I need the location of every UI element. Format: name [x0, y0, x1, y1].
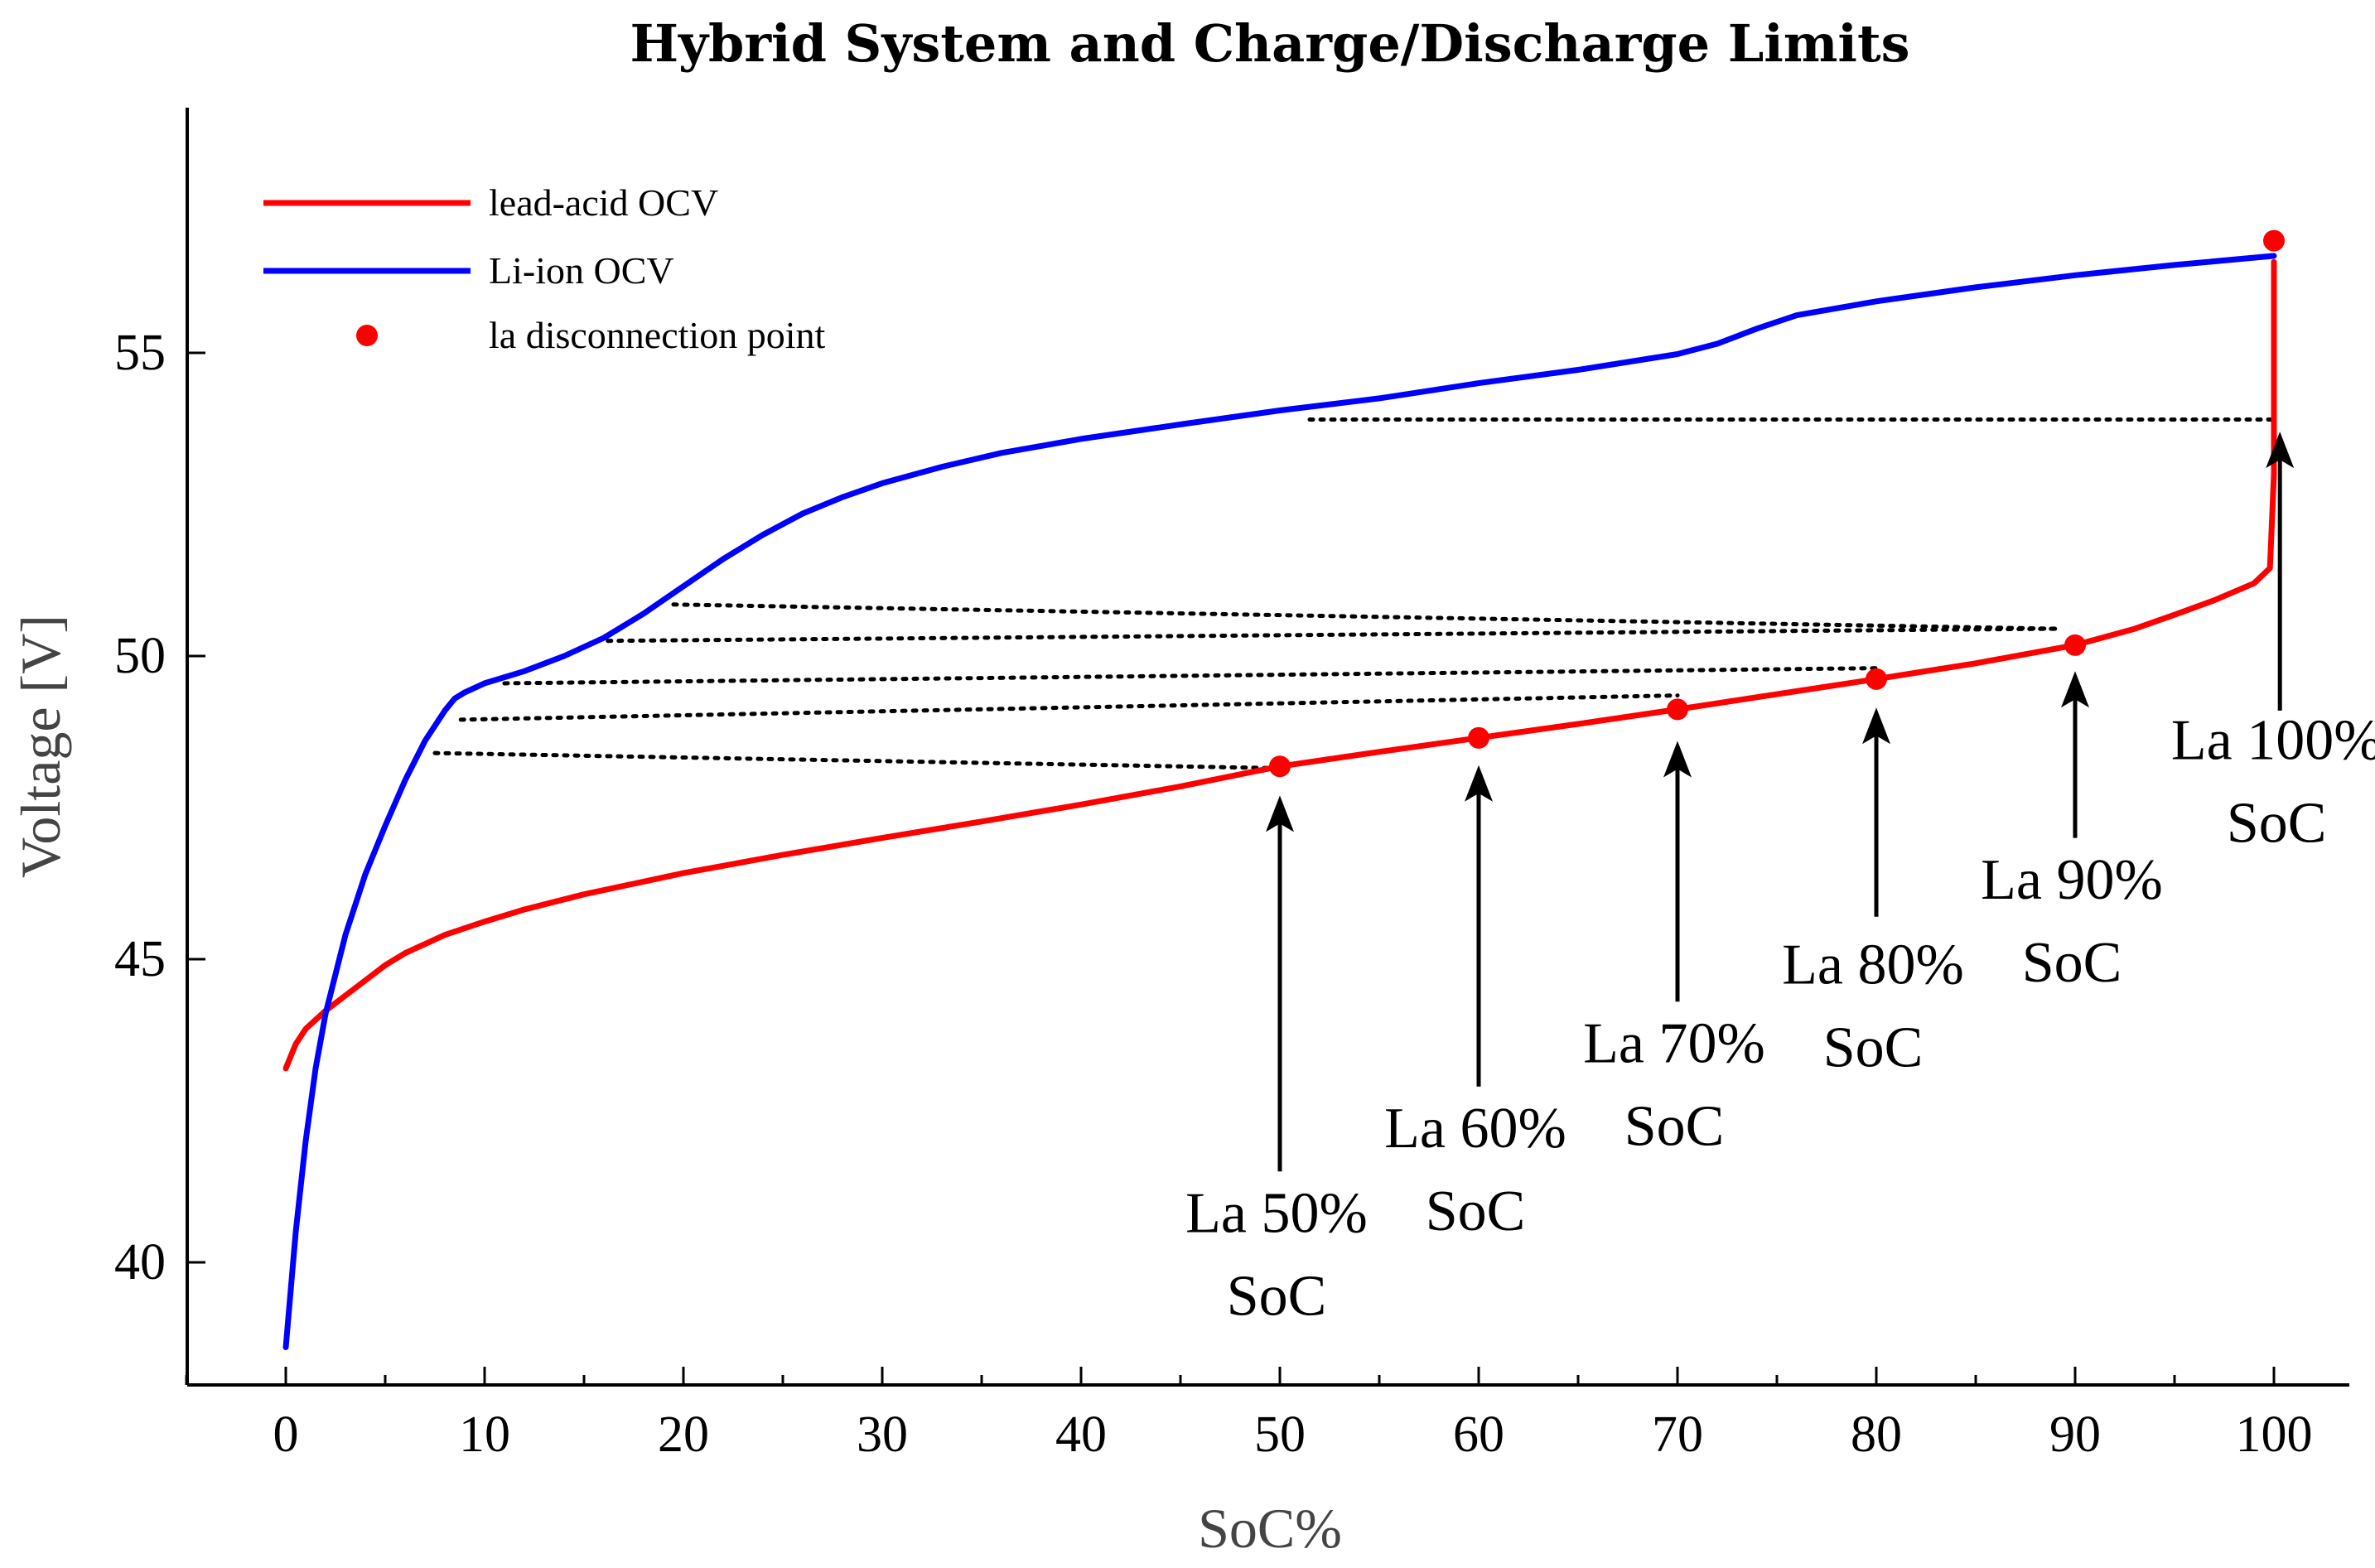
- x-tick-label: 30: [857, 1406, 908, 1463]
- disconnection-point: [2064, 634, 2086, 656]
- disconnection-point: [2263, 229, 2285, 252]
- annotation-label-line2: SoC: [2022, 931, 2122, 995]
- legend: lead-acid OCV Li-ion OCV la disconnection …: [263, 181, 825, 356]
- disconnection-point: [1269, 755, 1291, 778]
- x-tick-label: 10: [459, 1406, 510, 1463]
- series-line-li-ion-ocv: [282, 253, 2277, 1350]
- annotation-label-line2: SoC: [1823, 1016, 1924, 1079]
- chart-title: Hybrid System and Charge/Discharge Limit…: [630, 13, 1909, 74]
- annotation-arrow-head: [2061, 671, 2089, 708]
- dotted-link: [671, 602, 2058, 631]
- annotation-label-line1: La 60%: [1384, 1097, 1566, 1160]
- annotation-label-line2: SoC: [1624, 1094, 1725, 1158]
- y-tick-label: 45: [114, 931, 166, 987]
- y-tick-label: 50: [114, 628, 166, 684]
- legend-swatch-marker: [356, 325, 378, 346]
- series-lines: [282, 253, 2277, 1350]
- annotations: La 50% SoC La 60% SoC La 70% SoC La 80% SoC La 9…: [1185, 432, 2375, 1328]
- legend-label: Li-ion OCV: [489, 249, 674, 292]
- dotted-link: [432, 750, 1282, 770]
- series-line-lead-acid-ocv: [282, 258, 2277, 1072]
- dotted-link: [502, 666, 1879, 686]
- dotted-link: [606, 626, 2058, 644]
- x-tick-label: 0: [273, 1406, 299, 1463]
- x-tick-label: 60: [1453, 1406, 1504, 1463]
- annotation-arrow-head: [2266, 432, 2295, 469]
- annotation-label-line2: SoC: [1227, 1264, 1327, 1328]
- x-tick-label: 50: [1254, 1406, 1306, 1463]
- annotation-label-line1: La 70%: [1583, 1011, 1765, 1075]
- x-tick-label: 20: [658, 1406, 709, 1463]
- legend-label: lead-acid OCV: [489, 181, 718, 224]
- annotation-arrow-head: [1862, 707, 1890, 745]
- x-axis-label: SoC%: [1198, 1497, 1342, 1560]
- y-tick-label: 40: [114, 1234, 166, 1291]
- x-tick-label: 70: [1652, 1406, 1703, 1463]
- annotation-label-line1: La 90%: [1981, 848, 2163, 912]
- dotted-link: [458, 693, 1680, 722]
- x-tick-label: 100: [2236, 1406, 2313, 1463]
- annotation-arrow-head: [1266, 795, 1294, 832]
- disconnection-point: [1667, 698, 1688, 721]
- disconnection-point: [1468, 726, 1489, 749]
- axes: 0 10 20 30 40 50 60 70 80 90 100 40 45 50 55: [114, 108, 2349, 1463]
- annotation-label-line1: La 50%: [1185, 1181, 1368, 1245]
- x-tick-label: 40: [1055, 1406, 1107, 1463]
- annotation-arrow-head: [1465, 765, 1493, 802]
- y-tick-label: 55: [114, 325, 166, 381]
- x-tick-label: 90: [2049, 1406, 2101, 1463]
- x-tick-label: 80: [1851, 1406, 1902, 1463]
- disconnection-point: [1866, 668, 1887, 690]
- disconnection-points: [1269, 229, 2285, 778]
- annotation-label-line1: La 80%: [1782, 933, 1964, 996]
- y-axis-label: Voltage [V]: [9, 615, 72, 878]
- legend-label: la disconnection point: [489, 314, 825, 356]
- annotation-label-line1: La 100%: [2171, 708, 2375, 772]
- annotation-label-line2: SoC: [1426, 1180, 1526, 1243]
- annotation-arrow-head: [1663, 741, 1692, 778]
- annotation-label-line2: SoC: [2227, 791, 2327, 855]
- dotted-links: [432, 417, 2276, 770]
